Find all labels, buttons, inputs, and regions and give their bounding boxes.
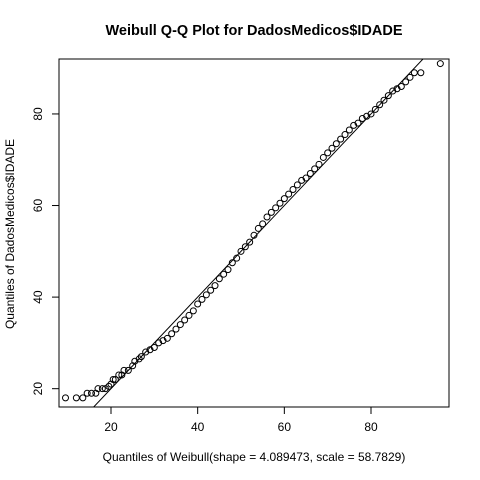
data-point <box>233 254 241 262</box>
data-point <box>254 224 262 232</box>
data-point <box>402 78 410 86</box>
data-point <box>224 266 232 274</box>
data-point <box>293 181 301 189</box>
data-point <box>319 153 327 161</box>
data-point <box>194 300 202 308</box>
y-axis-label: Quantiles of DadosMedicos$IDADE <box>3 139 17 329</box>
data-point <box>202 291 210 299</box>
y-tick-label: 20 <box>31 382 45 396</box>
data-point <box>285 190 293 198</box>
data-point <box>280 195 288 203</box>
x-tick-label: 40 <box>191 420 205 434</box>
data-point <box>259 220 267 228</box>
data-point <box>272 204 280 212</box>
data-point <box>105 382 113 390</box>
data-point <box>220 270 228 278</box>
data-point <box>241 243 249 251</box>
data-point <box>111 376 119 384</box>
data-point <box>189 307 197 315</box>
chart-title: Weibull Q-Q Plot for DadosMedicos$IDADE <box>105 23 402 39</box>
reference-line <box>92 59 424 407</box>
data-point <box>250 231 258 239</box>
y-tick-label: 40 <box>31 290 45 304</box>
data-point <box>198 295 206 303</box>
data-point <box>263 213 271 221</box>
data-point <box>83 389 91 397</box>
data-point <box>371 105 379 113</box>
data-point <box>302 174 310 182</box>
data-point <box>88 389 95 397</box>
data-point <box>168 330 176 338</box>
x-axis-label: Quantiles of Weibull(shape = 4.089473, s… <box>103 450 406 464</box>
x-tick-label: 20 <box>104 420 118 434</box>
y-tick-label: 60 <box>31 199 45 213</box>
data-point <box>72 394 80 402</box>
data-point <box>94 385 102 393</box>
data-point <box>181 316 189 324</box>
data-point <box>380 96 388 104</box>
data-point <box>150 343 158 351</box>
data-point <box>397 82 405 90</box>
data-point <box>176 321 184 329</box>
data-point <box>332 140 340 148</box>
data-point <box>101 385 109 393</box>
data-point <box>124 366 132 374</box>
data-point <box>276 199 284 207</box>
data-point <box>354 119 362 127</box>
data-point <box>410 69 418 77</box>
data-point <box>62 394 69 402</box>
data-point <box>324 149 332 157</box>
data-point <box>289 186 297 193</box>
data-point <box>306 169 314 177</box>
data-point <box>120 366 128 374</box>
data-point <box>376 101 384 109</box>
data-point <box>109 376 117 384</box>
data-point <box>384 92 392 100</box>
data-point <box>436 60 444 68</box>
data-point <box>211 282 219 290</box>
data-point <box>207 286 215 294</box>
data-point <box>163 334 171 342</box>
data-point <box>185 311 193 319</box>
data-point <box>417 69 425 77</box>
data-point <box>345 126 353 134</box>
x-tick-label: 80 <box>364 420 378 434</box>
data-point <box>328 144 336 152</box>
data-point <box>115 371 123 379</box>
data-point <box>311 165 319 173</box>
data-point <box>341 131 349 139</box>
data-point <box>337 135 345 143</box>
data-point <box>215 275 223 283</box>
data-point <box>367 110 375 118</box>
data-point <box>135 355 143 363</box>
plot-frame <box>58 58 450 408</box>
y-tick-label: 80 <box>31 107 45 121</box>
data-point <box>237 247 245 255</box>
x-tick-label: 60 <box>278 420 292 434</box>
data-point <box>137 353 145 361</box>
data-point <box>98 385 106 393</box>
data-point <box>172 325 180 333</box>
data-point <box>246 238 254 246</box>
data-point <box>406 73 414 81</box>
data-point <box>228 259 236 267</box>
data-point <box>315 160 323 168</box>
data-point <box>267 208 275 216</box>
data-point <box>79 394 87 402</box>
